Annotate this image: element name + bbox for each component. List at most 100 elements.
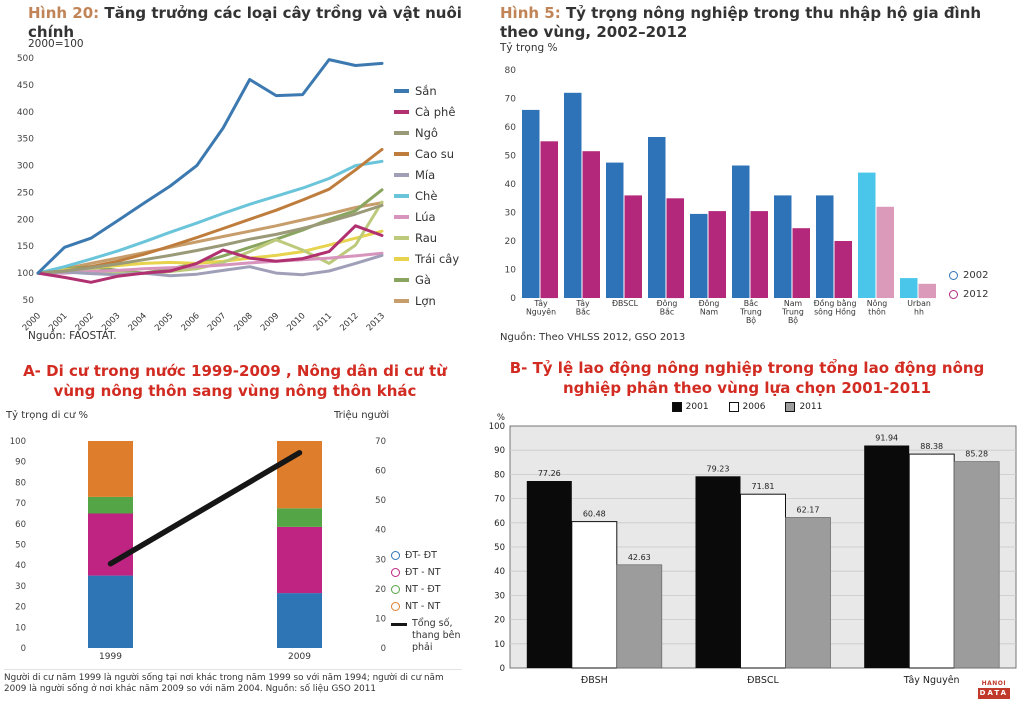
svg-text:60: 60 bbox=[494, 519, 505, 529]
legend-swatch bbox=[394, 110, 409, 114]
legend-label: ĐT - NT bbox=[405, 567, 441, 578]
panel-a-stacked-chart: 0 10 20 30 40 50 60 70 80 90 100 0 10 20 30 40 50 60 70 199… bbox=[10, 437, 386, 662]
svg-text:30: 30 bbox=[494, 591, 505, 601]
legend-item: 2012 bbox=[949, 289, 988, 300]
svg-text:%: % bbox=[497, 413, 505, 423]
bar-2002 bbox=[648, 137, 666, 298]
category-label: Tây Bắc bbox=[575, 299, 590, 316]
panel-b-labor: B- Tỷ lệ lao động nông nghiệp trong tổng… bbox=[470, 356, 1024, 705]
legend-item: NT - NT bbox=[391, 601, 470, 612]
line-Cà phê bbox=[36, 224, 384, 284]
bar-2012 bbox=[708, 211, 726, 298]
line-Ngô bbox=[36, 203, 384, 275]
legend-circle-icon bbox=[391, 602, 400, 611]
legend-label: Cao su bbox=[415, 147, 455, 161]
category-label: Đông Bắc bbox=[657, 299, 678, 316]
legend-item: Sắn bbox=[394, 84, 459, 98]
category-label: ĐBSCL bbox=[747, 675, 779, 686]
fig20-title-text: Tăng trưởng các loại cây trồng và vật nu… bbox=[28, 4, 462, 41]
svg-text:2012: 2012 bbox=[338, 311, 360, 333]
legend-swatch bbox=[394, 89, 409, 93]
legend-item: NT - ĐT bbox=[391, 584, 470, 595]
bar-2012 bbox=[876, 206, 894, 298]
svg-text:30: 30 bbox=[505, 209, 517, 219]
bar-2012 bbox=[792, 228, 810, 298]
bar-2002 bbox=[690, 213, 708, 298]
bar-2002 bbox=[858, 172, 876, 298]
category-label: 2009 bbox=[288, 652, 311, 662]
legend-item: 2006 bbox=[728, 402, 765, 412]
svg-text:30: 30 bbox=[15, 582, 26, 592]
bar-2006 bbox=[571, 521, 618, 669]
svg-text:40: 40 bbox=[494, 567, 505, 577]
bar-2001 bbox=[864, 445, 910, 668]
svg-text:50: 50 bbox=[23, 296, 35, 306]
legend-swatch bbox=[394, 299, 409, 303]
bars: 77.26 60.48 42.63 79.23 71.81 62.17 91.94 88.38… bbox=[526, 434, 1000, 669]
legend-circle-icon bbox=[391, 585, 400, 594]
category-label: Nông thôn bbox=[867, 299, 888, 316]
legend-circle-icon bbox=[949, 290, 958, 299]
panel-a-title: A- Di cư trong nước 1999-2009 , Nông dân… bbox=[23, 362, 447, 400]
bar-2012 bbox=[666, 198, 684, 299]
panel-a-legend: ĐT- ĐT ĐT - NT NT - ĐT NT - NT Tổng số, than… bbox=[391, 550, 470, 654]
svg-text:10: 10 bbox=[15, 623, 26, 633]
line-Cao su bbox=[36, 147, 384, 275]
bar-2002 bbox=[732, 165, 750, 298]
panel-a-right-axis-label: Triệu người bbox=[334, 410, 390, 421]
value-label: 60.48 bbox=[583, 510, 606, 519]
value-label: 91.94 bbox=[875, 434, 898, 443]
legend-item: ĐT- ĐT bbox=[391, 550, 470, 561]
segment-NT - ĐT bbox=[88, 496, 133, 514]
right-axis: 0 10 20 30 40 50 60 70 bbox=[375, 437, 386, 654]
bar-2002 bbox=[774, 195, 792, 298]
legend-label: ĐT- ĐT bbox=[405, 550, 437, 561]
stacked-bars bbox=[88, 441, 322, 648]
legend-label: NT - ĐT bbox=[405, 584, 441, 595]
category-label: Đông Nam bbox=[699, 299, 720, 316]
svg-text:2011: 2011 bbox=[312, 311, 334, 333]
legend-item: Rau bbox=[394, 231, 459, 245]
fig20-title: Hình 20: Tăng trưởng các loại cây trồng … bbox=[28, 4, 468, 42]
category-label: Tây Nguyên bbox=[526, 299, 556, 316]
fig5-ylabel: Tỷ trọng % bbox=[500, 42, 558, 54]
legend-swatch bbox=[394, 278, 409, 282]
legend-circle-icon bbox=[391, 568, 400, 577]
value-label: 88.38 bbox=[920, 442, 943, 451]
legend-label: 2001 bbox=[685, 402, 709, 412]
logo-text-top: HANOI bbox=[981, 680, 1007, 687]
legend-square-icon bbox=[785, 402, 796, 412]
legend-label: 2011 bbox=[799, 402, 823, 412]
bar-2002 bbox=[522, 109, 540, 299]
bar-2012 bbox=[834, 241, 852, 298]
svg-text:0: 0 bbox=[381, 644, 386, 654]
svg-text:10: 10 bbox=[494, 640, 505, 650]
legend-item: Cao su bbox=[394, 147, 459, 161]
legend-label: 2012 bbox=[963, 289, 989, 300]
svg-text:0: 0 bbox=[21, 644, 26, 654]
segment-NT - NT bbox=[88, 441, 133, 497]
svg-text:50: 50 bbox=[375, 496, 386, 506]
svg-text:30: 30 bbox=[375, 555, 386, 565]
svg-text:50: 50 bbox=[505, 152, 517, 162]
value-label: 71.81 bbox=[752, 482, 775, 491]
svg-text:2006: 2006 bbox=[180, 311, 202, 333]
hanoi-data-logo: HANOI DATA bbox=[977, 680, 1010, 699]
legend-item: Gà bbox=[394, 273, 459, 287]
legend-swatch bbox=[394, 173, 409, 177]
legend-label: NT - NT bbox=[405, 601, 441, 612]
svg-text:350: 350 bbox=[17, 135, 34, 145]
svg-text:450: 450 bbox=[17, 81, 34, 91]
legend-label: Sắn bbox=[415, 84, 437, 98]
legend-label: Tổng số, thang bên phải bbox=[412, 618, 461, 653]
svg-text:10: 10 bbox=[505, 266, 517, 276]
svg-text:300: 300 bbox=[17, 162, 34, 172]
legend-item: 2001 bbox=[671, 402, 709, 412]
svg-text:250: 250 bbox=[17, 188, 34, 198]
svg-text:70: 70 bbox=[505, 95, 517, 105]
fig5-bar-chart: 0 10 20 30 40 50 60 70 80 Tây Nguyên Tây Bắc ĐBSCL Đôn… bbox=[505, 66, 936, 325]
total-line bbox=[107, 450, 303, 567]
logo-text-bottom: DATA bbox=[977, 688, 1010, 699]
segment-ĐT- ĐT bbox=[88, 575, 133, 648]
